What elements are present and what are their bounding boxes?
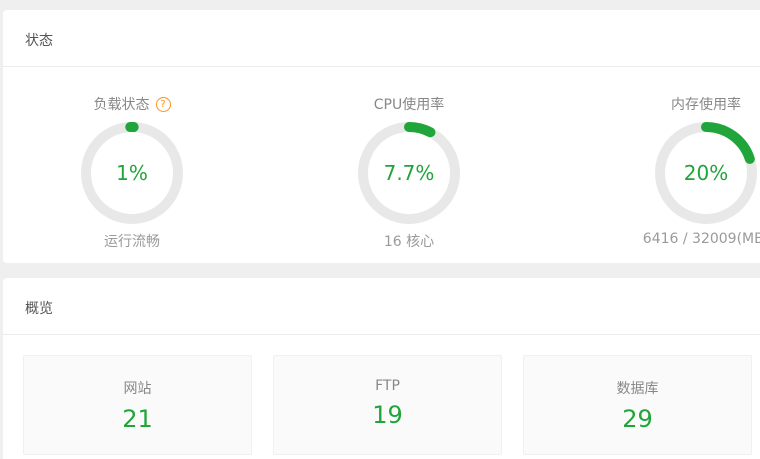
websites-card-label: 网站 <box>123 381 152 397</box>
overview-panel-title: 概览 <box>3 278 760 335</box>
overview-panel: 概览 网站 21 FTP 19 数据库 29 <box>3 278 760 459</box>
database-card-label: 数据库 <box>616 381 659 397</box>
overview-cards-row: 网站 21 FTP 19 数据库 29 <box>3 335 760 455</box>
cpu-gauge-value: 7.7% <box>383 161 435 185</box>
status-panel: 状态 负载状态 ? 1% 运行流畅 CPU使用率 <box>3 10 760 263</box>
status-panel-title: 状态 <box>3 10 760 67</box>
load-gauge-ring: 1% <box>81 122 183 224</box>
cpu-gauge-label: CPU使用率 <box>374 94 444 114</box>
memory-gauge: 内存使用率 20% 6416 / 32009(MB) <box>557 67 760 251</box>
help-icon[interactable]: ? <box>155 96 171 112</box>
database-card[interactable]: 数据库 29 <box>523 355 752 455</box>
cpu-gauge-caption: 16 核心 <box>383 234 435 250</box>
memory-gauge-caption: 6416 / 32009(MB) <box>642 231 760 247</box>
websites-card-count: 21 <box>122 405 153 433</box>
websites-card[interactable]: 网站 21 <box>23 355 252 455</box>
cpu-gauge-ring: 7.7% <box>358 122 460 224</box>
ftp-card-label: FTP <box>375 378 400 394</box>
database-card-count: 29 <box>622 405 653 433</box>
load-gauge-value: 1% <box>116 161 148 185</box>
memory-gauge-value: 20% <box>683 161 729 185</box>
load-gauge: 负载状态 ? 1% 运行流畅 <box>3 67 261 251</box>
load-gauge-caption: 运行流畅 <box>104 234 160 250</box>
gauge-row: 负载状态 ? 1% 运行流畅 CPU使用率 7.7% <box>3 67 760 251</box>
ftp-card[interactable]: FTP 19 <box>273 355 502 455</box>
memory-gauge-ring: 20% <box>655 122 757 224</box>
cpu-gauge-label-text: CPU使用率 <box>373 97 445 113</box>
memory-gauge-label: 内存使用率 <box>671 94 741 114</box>
ftp-card-count: 19 <box>372 401 403 429</box>
load-gauge-label: 负载状态 ? <box>94 94 171 114</box>
memory-gauge-label-text: 内存使用率 <box>671 97 741 113</box>
cpu-gauge: CPU使用率 7.7% 16 核心 <box>261 67 557 251</box>
load-gauge-label-text: 负载状态 <box>93 97 150 113</box>
